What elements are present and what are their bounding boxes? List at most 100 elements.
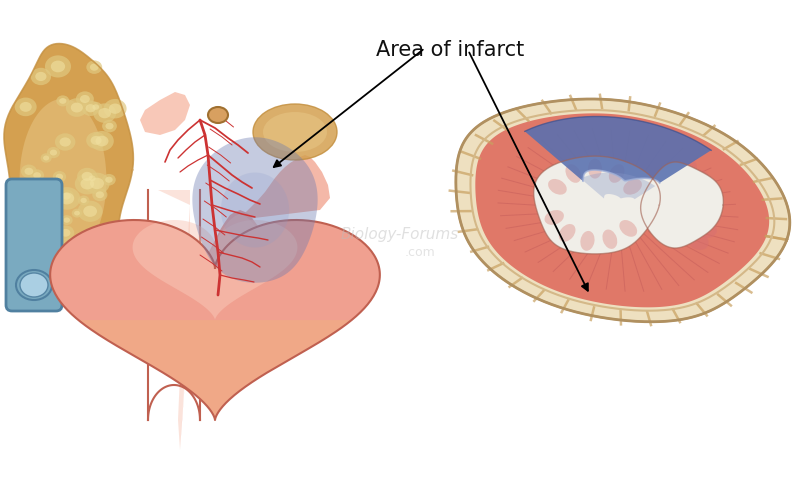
Ellipse shape [109,104,122,114]
Polygon shape [158,190,190,450]
Ellipse shape [98,108,111,118]
Ellipse shape [92,188,107,201]
Polygon shape [525,116,711,183]
Ellipse shape [686,230,709,250]
Ellipse shape [81,258,90,266]
Ellipse shape [102,226,107,231]
Ellipse shape [82,172,93,181]
Ellipse shape [30,170,44,181]
Ellipse shape [93,104,99,110]
Text: .com: .com [405,246,435,258]
Ellipse shape [104,99,126,118]
Ellipse shape [34,172,41,178]
Ellipse shape [66,242,78,252]
Ellipse shape [74,173,100,195]
Ellipse shape [76,92,94,106]
Ellipse shape [263,112,327,152]
Polygon shape [456,99,790,322]
Ellipse shape [81,198,87,203]
Ellipse shape [50,60,65,72]
Ellipse shape [99,224,110,233]
Polygon shape [78,320,351,420]
Polygon shape [641,162,723,248]
Polygon shape [140,92,190,135]
Ellipse shape [694,182,717,201]
Ellipse shape [35,72,46,81]
Ellipse shape [59,192,74,204]
Ellipse shape [70,102,83,113]
Ellipse shape [545,210,564,225]
Ellipse shape [92,233,102,241]
Ellipse shape [90,178,104,189]
Ellipse shape [84,172,110,195]
Ellipse shape [56,96,70,106]
Polygon shape [20,99,106,261]
Ellipse shape [76,248,104,271]
Ellipse shape [646,144,665,167]
Ellipse shape [20,273,48,297]
Ellipse shape [88,230,106,245]
Ellipse shape [59,138,71,146]
Polygon shape [192,138,318,282]
Ellipse shape [697,208,721,226]
Text: Area of infarct: Area of infarct [376,40,524,60]
Ellipse shape [62,192,70,200]
Ellipse shape [253,104,337,160]
Ellipse shape [662,150,682,172]
Ellipse shape [102,174,116,186]
Ellipse shape [61,215,73,225]
Ellipse shape [45,210,57,220]
Ellipse shape [694,220,717,238]
Ellipse shape [78,196,90,205]
Ellipse shape [90,136,102,145]
Ellipse shape [74,246,82,252]
Ellipse shape [548,179,566,194]
Ellipse shape [86,60,102,74]
Ellipse shape [40,206,62,225]
Text: Biology-Forums: Biology-Forums [341,228,459,242]
FancyBboxPatch shape [6,179,62,311]
Polygon shape [190,210,270,280]
Ellipse shape [45,56,71,78]
Ellipse shape [74,211,80,216]
Ellipse shape [77,254,94,269]
Polygon shape [221,172,289,248]
Ellipse shape [20,102,32,112]
Ellipse shape [86,132,106,149]
Polygon shape [148,190,200,480]
Ellipse shape [66,98,88,117]
Ellipse shape [558,224,575,242]
Ellipse shape [80,95,90,103]
Ellipse shape [675,159,697,180]
Ellipse shape [96,192,104,198]
Ellipse shape [53,171,66,182]
Ellipse shape [95,136,109,146]
Ellipse shape [50,150,57,156]
Ellipse shape [86,104,96,112]
Ellipse shape [63,218,70,222]
Ellipse shape [82,253,98,266]
Ellipse shape [105,176,113,183]
Ellipse shape [30,68,51,85]
Ellipse shape [60,237,83,256]
Polygon shape [238,155,330,220]
Ellipse shape [54,187,80,210]
Ellipse shape [82,244,95,255]
Ellipse shape [588,158,602,178]
Ellipse shape [23,241,35,251]
Polygon shape [4,44,134,296]
Ellipse shape [89,176,96,182]
Ellipse shape [86,173,98,184]
Ellipse shape [78,200,102,222]
Ellipse shape [90,131,114,151]
Ellipse shape [93,104,116,123]
Ellipse shape [56,174,63,180]
Ellipse shape [21,164,37,178]
Ellipse shape [566,164,581,183]
Ellipse shape [33,252,44,262]
Ellipse shape [102,120,117,132]
Ellipse shape [43,156,49,160]
Ellipse shape [14,98,37,116]
Ellipse shape [25,168,34,175]
Ellipse shape [61,229,70,236]
